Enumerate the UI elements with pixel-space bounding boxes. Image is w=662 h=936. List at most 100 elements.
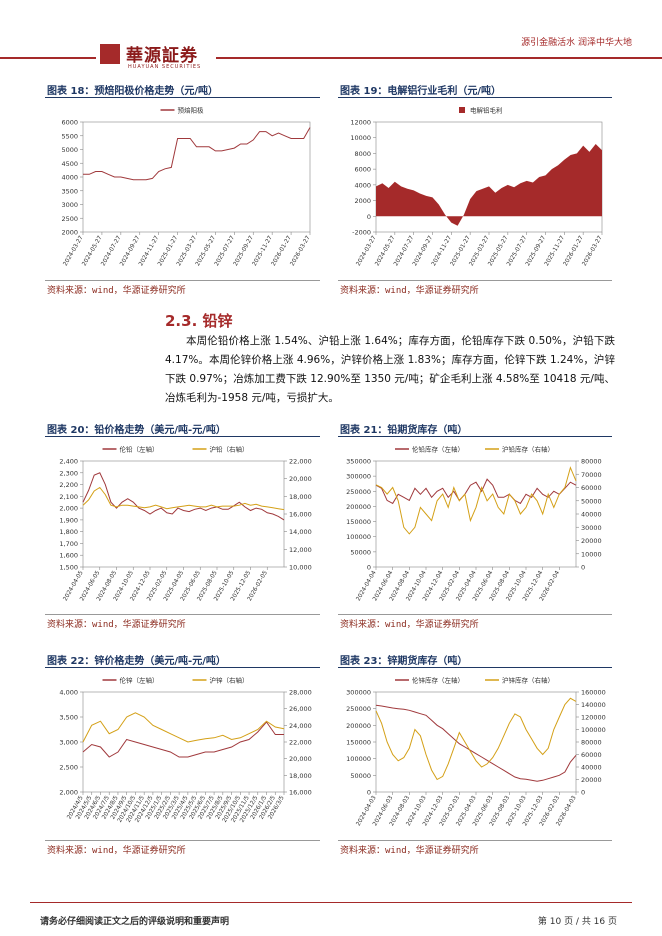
y2-tick-label: 28,000 [289,689,312,697]
source-rule [45,840,320,841]
logo: 華源証券 HUAYUAN SECURITIES [96,40,216,74]
y-tick-label: 1,500 [59,564,78,572]
y2-tick-label: 24,000 [289,722,312,730]
y2-tick-label: 16,000 [289,789,312,797]
y-tick-label: 1,700 [59,540,78,548]
legend-label: 伦锌库存（左轴） [412,676,464,685]
y-tick-label: 4,000 [59,689,78,697]
y-tick-label: 1,900 [59,516,78,524]
title-rule [338,436,612,437]
legend-label: 沪铅（右轴） [210,445,249,454]
source: 资料来源：wind，华源证券研究所 [340,286,479,296]
y2-tick-label: 26,000 [289,705,312,713]
y-tick-label: 50000 [350,548,371,556]
y-tick-label: 3500 [61,187,78,195]
y-tick-label: 2000 [61,229,78,237]
header-rule [0,57,662,59]
y-tick-label: 200000 [346,503,371,511]
source: 资料来源：wind，华源证券研究所 [47,846,186,856]
y2-tick-label: 160000 [581,689,606,697]
chart-title: 图表 23：锌期货库存（吨） [340,656,468,667]
y2-tick-label: 12,000 [289,546,312,554]
source-rule [45,280,320,281]
chart-title: 图表 20：铅价格走势（美元/吨-元/吨） [47,425,226,436]
y2-tick-label: 10000 [581,550,602,558]
y2-tick-label: 60000 [581,751,602,759]
x-tick-label: 2026-03-27 [582,235,604,267]
y2-tick-label: 22,000 [289,739,312,747]
legend-label: 沪锌（右轴） [210,676,249,685]
y2-tick-label: 22,000 [289,458,312,466]
line [375,704,577,782]
y-tick-label: 4500 [61,160,78,168]
y2-tick-label: 18,000 [289,772,312,780]
y2-tick-label: 16,000 [289,511,312,519]
source: 资料来源：wind，华源证券研究所 [47,620,186,630]
source-rule [45,614,320,615]
y-tick-label: 2,500 [59,764,78,772]
plot-frame [375,460,577,568]
y2-tick-label: 20,000 [289,755,312,763]
y-tick-label: 300000 [346,473,371,481]
legend-label: 沪锌库存（右轴） [502,676,554,685]
y-tick-label: 250000 [346,488,371,496]
source-rule [338,840,612,841]
section-body: 本周伦铅价格上涨 1.54%、沪铅上涨 1.64%；库存方面，伦铅库存下跌 0.… [165,335,615,404]
y2-tick-label: 80000 [581,458,602,466]
chart: 2,000 2,500 3,000 3,500 4,000 16,000 18,000 20,… [59,676,312,824]
y2-tick-label: 120000 [581,714,606,722]
y2-tick-label: 14,000 [289,528,312,536]
legend-label: 预焙阳极 [178,106,205,115]
y-tick-label: 1,600 [59,552,78,560]
footer-rule [30,902,632,903]
source: 资料来源：wind，华源证券研究所 [340,620,479,630]
line [82,712,285,743]
y2-tick-label: 70000 [581,471,602,479]
y-tick-label: 3000 [61,201,78,209]
y-tick-label: 2,000 [59,505,78,513]
legend-label: 伦铅库存（左轴） [412,445,464,454]
line [375,697,577,781]
y-tick-label: 6000 [354,166,371,174]
x-tick-label: 2026-03-27 [290,235,312,267]
chart: 0 50000 100000 150000 200000 250000 300000 0 200… [346,676,606,828]
y-tick-label: 2,400 [59,458,78,466]
y-tick-label: 8000 [354,150,371,158]
y2-tick-label: 10,000 [289,564,312,572]
y-tick-label: 12000 [350,119,371,127]
legend-swatch [459,107,465,113]
y2-tick-label: 100000 [581,726,606,734]
line [82,486,285,511]
legend-label: 沪铅库存（右轴） [502,445,554,454]
line [82,472,285,521]
title-rule [45,97,320,98]
y-tick-label: 0 [367,564,371,572]
y-tick-label: -2000 [352,229,371,237]
y-tick-label: 4000 [354,181,371,189]
y-tick-label: 50000 [350,772,371,780]
y-tick-label: 4000 [61,174,78,182]
plot-frame [375,691,577,793]
y-tick-label: 100000 [346,533,371,541]
y2-tick-label: 40000 [581,764,602,772]
chart: 1,500 1,600 1,700 1,800 1,900 2,000 2,100 2,200… [59,445,312,603]
title-rule [338,667,612,668]
y-tick-label: 150000 [346,739,371,747]
y2-tick-label: 140000 [581,701,606,709]
title-rule [338,97,612,98]
source-rule [338,280,612,281]
y2-tick-label: 20,000 [289,475,312,483]
y-tick-label: 100000 [346,755,371,763]
y-tick-label: 2,000 [59,789,78,797]
y-tick-label: 2,200 [59,481,78,489]
y-tick-label: 5500 [61,132,78,140]
y-tick-label: 2,100 [59,493,78,501]
y2-tick-label: 0 [581,564,585,572]
y-tick-label: 1,800 [59,528,78,536]
y2-tick-label: 80000 [581,739,602,747]
footer-disclaimer: 请务必仔细阅读正文之后的评级说明和重要声明 [40,917,230,927]
y-tick-label: 5000 [61,146,78,154]
tagline: 源引金融活水 润泽中华大地 [521,38,632,48]
y-tick-label: 2,300 [59,469,78,477]
